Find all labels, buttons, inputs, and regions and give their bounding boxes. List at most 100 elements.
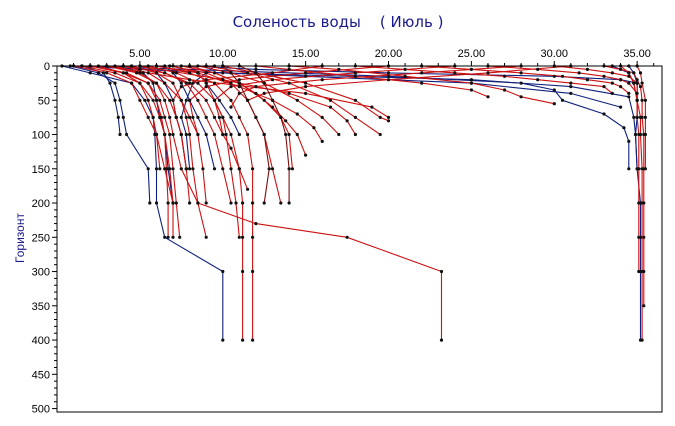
data-point-13-5 xyxy=(619,105,623,109)
data-point-40-4 xyxy=(188,98,192,102)
data-point-13-4 xyxy=(569,91,573,95)
data-point-1-2 xyxy=(113,81,117,85)
data-point-39-2 xyxy=(204,78,208,82)
y-tick-label-9: 450 xyxy=(32,369,50,381)
data-point-39-5 xyxy=(174,115,178,119)
data-point-11-3 xyxy=(569,85,573,89)
data-point-32-7 xyxy=(610,91,614,95)
data-point-32-3 xyxy=(502,74,507,78)
data-point-12-7 xyxy=(627,139,631,143)
data-point-0-6 xyxy=(154,167,159,171)
data-point-31-1 xyxy=(337,67,341,71)
data-point-50-1 xyxy=(113,71,117,75)
data-point-35-6 xyxy=(635,115,639,119)
data-point-6-5 xyxy=(237,132,241,137)
data-point-52-1 xyxy=(254,71,258,75)
data-point-26-1 xyxy=(138,71,142,75)
data-point-15-4 xyxy=(163,115,167,119)
data-point-49-8 xyxy=(246,187,250,191)
y-tick-label-8: 400 xyxy=(32,335,50,347)
data-point-2-2 xyxy=(108,81,112,85)
data-point-46-1 xyxy=(196,71,200,75)
data-point-38-4 xyxy=(638,115,643,119)
data-point-27-5 xyxy=(188,132,192,137)
data-point-36-3 xyxy=(635,78,639,82)
data-point-27-7 xyxy=(196,201,200,205)
x-tick-label-4: 25.00 xyxy=(458,48,486,60)
data-point-41-5 xyxy=(217,115,221,119)
data-point-26-10 xyxy=(439,269,444,274)
data-point-37-5 xyxy=(643,132,648,137)
data-point-36-1 xyxy=(619,67,623,71)
y-tick-label-10: 500 xyxy=(32,404,50,416)
data-point-47-1 xyxy=(212,71,217,75)
x-tick-label-2: 15.00 xyxy=(292,48,320,60)
data-point-22-3 xyxy=(262,98,266,102)
data-point-20-4 xyxy=(237,115,241,119)
data-point-7-2 xyxy=(191,81,195,85)
data-point-20-6 xyxy=(251,167,255,171)
data-point-7-3 xyxy=(184,98,188,102)
data-point-26-8 xyxy=(254,222,258,226)
data-point-15-5 xyxy=(168,132,172,137)
data-point-18-5 xyxy=(212,132,217,137)
data-point-52-6 xyxy=(287,167,291,171)
data-point-28-1 xyxy=(121,71,125,75)
data-point-46-2 xyxy=(237,85,241,89)
data-point-12-8 xyxy=(627,167,631,171)
data-point-0-8 xyxy=(163,235,167,239)
data-point-14-4 xyxy=(146,115,150,119)
data-point-18-4 xyxy=(204,115,208,119)
data-point-14-2 xyxy=(130,81,134,85)
data-point-15-3 xyxy=(158,98,162,102)
data-point-33-2 xyxy=(519,71,523,75)
data-point-1-4 xyxy=(121,115,125,119)
data-point-1-3 xyxy=(118,98,122,102)
data-point-10-2 xyxy=(386,71,391,75)
data-point-26-2 xyxy=(154,81,159,85)
data-point-47-6 xyxy=(295,132,299,137)
data-point-36-4 xyxy=(638,85,643,89)
data-point-29-5 xyxy=(224,132,228,137)
data-point-32-6 xyxy=(602,85,606,89)
data-point-51-3 xyxy=(246,98,250,102)
data-point-51-6 xyxy=(267,167,271,171)
data-point-15-8 xyxy=(178,235,182,239)
data-point-42-3 xyxy=(254,85,258,89)
y-axis-label: Горизонт xyxy=(13,213,27,263)
data-point-26-4 xyxy=(168,115,172,119)
axes-layer: 5.00 10.00 15.00 20.00 25.00 30.00 35.00 0 50 100… xyxy=(32,48,663,416)
data-point-24-1 xyxy=(246,71,250,75)
data-point-23-5 xyxy=(337,132,341,137)
data-point-34-6 xyxy=(635,91,639,95)
data-point-1-7 xyxy=(148,201,152,205)
data-point-30-2 xyxy=(353,74,357,78)
x-tick-label-0: 5.00 xyxy=(129,48,150,60)
data-point-50-4 xyxy=(151,115,155,119)
chart-title: Соленость воды ( Июль ) xyxy=(233,13,444,31)
data-point-40-1 xyxy=(304,71,308,75)
data-point-42-5 xyxy=(229,105,233,109)
data-point-19-2 xyxy=(196,81,200,85)
series-line-20 xyxy=(156,65,254,341)
data-point-41-2 xyxy=(270,78,275,82)
data-point-11-1 xyxy=(221,71,225,75)
data-point-35-11 xyxy=(637,269,641,274)
data-point-49-2 xyxy=(188,81,192,85)
data-point-2-3 xyxy=(113,98,117,102)
x-tick-label-3: 20.00 xyxy=(375,48,403,60)
data-point-14-1 xyxy=(105,71,109,75)
data-point-11-6 xyxy=(633,132,638,137)
data-point-51-2 xyxy=(237,81,241,85)
series-layer xyxy=(60,64,648,342)
series-line-32 xyxy=(355,65,613,94)
series-line-14 xyxy=(73,65,174,204)
data-point-12-4 xyxy=(560,98,565,102)
data-point-29-7 xyxy=(234,201,238,205)
data-point-19-10 xyxy=(241,338,245,342)
data-point-19-8 xyxy=(241,235,245,239)
data-point-28-7 xyxy=(171,201,175,205)
series-line-39 xyxy=(172,65,323,169)
data-point-5-5 xyxy=(204,132,208,137)
